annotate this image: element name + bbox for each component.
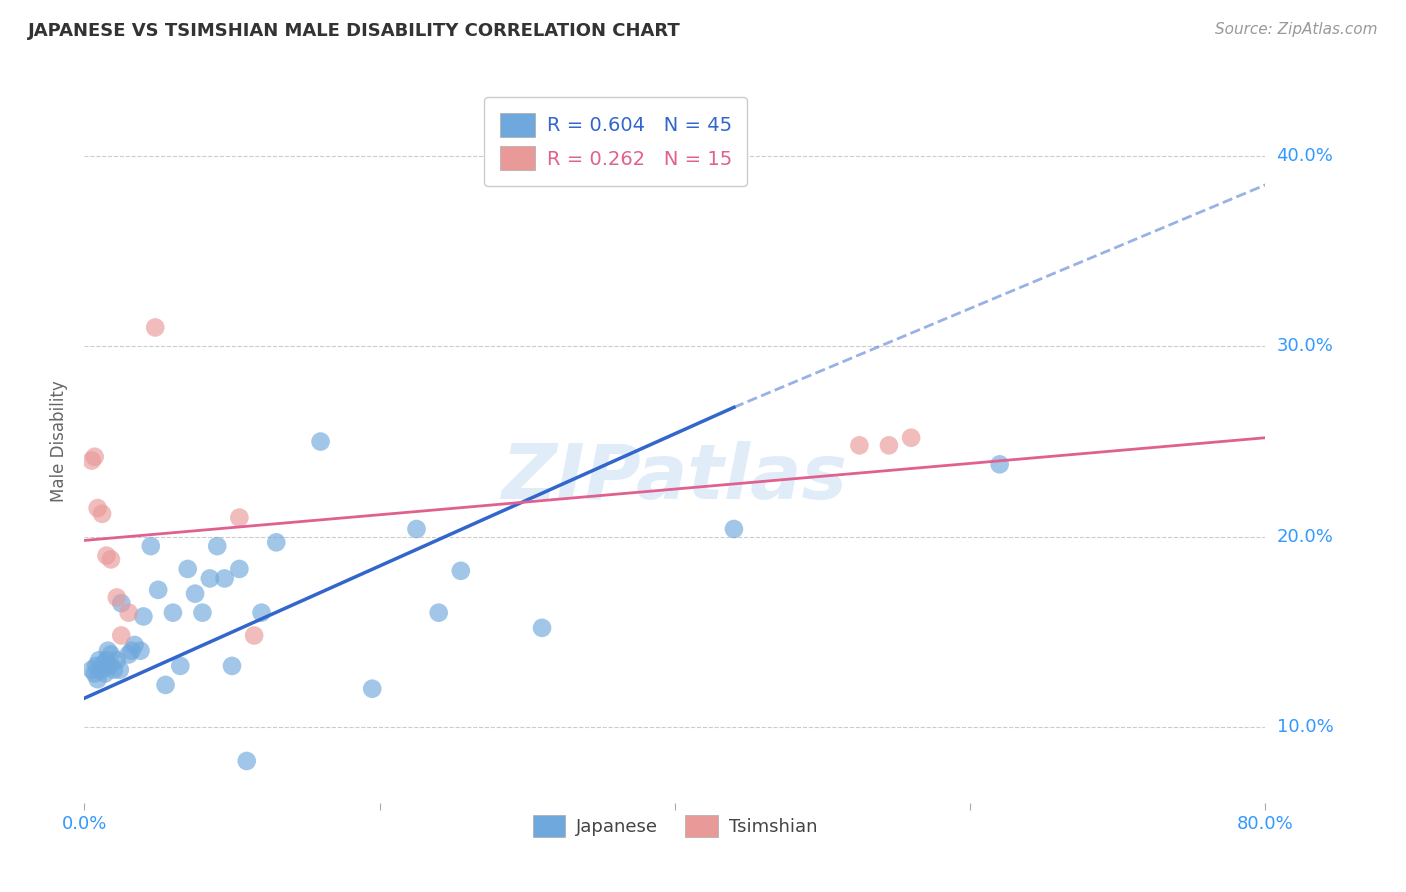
- Point: [148, 582, 170, 597]
- Point: [207, 539, 229, 553]
- Point: [214, 571, 236, 585]
- Point: [988, 458, 1011, 472]
- Point: [250, 606, 273, 620]
- Point: [405, 522, 427, 536]
- Point: [139, 539, 162, 553]
- Legend: Japanese, Tsimshian: Japanese, Tsimshian: [526, 808, 824, 845]
- Point: [124, 638, 146, 652]
- Point: [169, 659, 191, 673]
- Point: [80, 663, 103, 677]
- Point: [900, 431, 922, 445]
- Point: [361, 681, 384, 696]
- Point: [110, 628, 132, 642]
- Text: 30.0%: 30.0%: [1277, 337, 1333, 356]
- Point: [94, 666, 117, 681]
- Point: [83, 450, 105, 464]
- Point: [155, 678, 177, 692]
- Point: [184, 587, 207, 601]
- Point: [723, 522, 745, 536]
- Point: [108, 663, 131, 677]
- Point: [93, 657, 115, 671]
- Point: [266, 535, 288, 549]
- Point: [309, 434, 332, 449]
- Point: [86, 501, 108, 516]
- Point: [228, 510, 250, 524]
- Point: [121, 643, 143, 657]
- Text: JAPANESE VS TSIMSHIAN MALE DISABILITY CORRELATION CHART: JAPANESE VS TSIMSHIAN MALE DISABILITY CO…: [28, 22, 681, 40]
- Point: [91, 507, 114, 521]
- Point: [531, 621, 554, 635]
- Point: [228, 562, 250, 576]
- Text: 40.0%: 40.0%: [1277, 147, 1333, 165]
- Point: [100, 552, 122, 566]
- Text: Source: ZipAtlas.com: Source: ZipAtlas.com: [1215, 22, 1378, 37]
- Point: [243, 628, 266, 642]
- Point: [87, 653, 111, 667]
- Point: [198, 571, 221, 585]
- Point: [91, 663, 114, 677]
- Point: [450, 564, 472, 578]
- Point: [80, 453, 103, 467]
- Point: [877, 438, 900, 452]
- Point: [162, 606, 184, 620]
- Point: [96, 653, 118, 667]
- Point: [98, 659, 121, 673]
- Point: [221, 659, 243, 673]
- Point: [100, 648, 122, 662]
- Point: [84, 659, 107, 673]
- Point: [97, 643, 120, 657]
- Point: [191, 606, 214, 620]
- Point: [143, 320, 166, 334]
- Point: [105, 653, 128, 667]
- Point: [118, 648, 141, 662]
- Point: [83, 666, 105, 681]
- Point: [110, 596, 132, 610]
- Point: [427, 606, 450, 620]
- Text: 20.0%: 20.0%: [1277, 527, 1333, 546]
- Point: [96, 549, 118, 563]
- Point: [129, 643, 152, 657]
- Point: [103, 663, 125, 677]
- Point: [118, 606, 141, 620]
- Point: [132, 609, 155, 624]
- Y-axis label: Male Disability: Male Disability: [51, 381, 69, 502]
- Point: [848, 438, 870, 452]
- Point: [105, 591, 128, 605]
- Point: [177, 562, 200, 576]
- Point: [236, 754, 259, 768]
- Text: ZIPatlas: ZIPatlas: [502, 441, 848, 515]
- Point: [86, 672, 108, 686]
- Text: 10.0%: 10.0%: [1277, 718, 1333, 736]
